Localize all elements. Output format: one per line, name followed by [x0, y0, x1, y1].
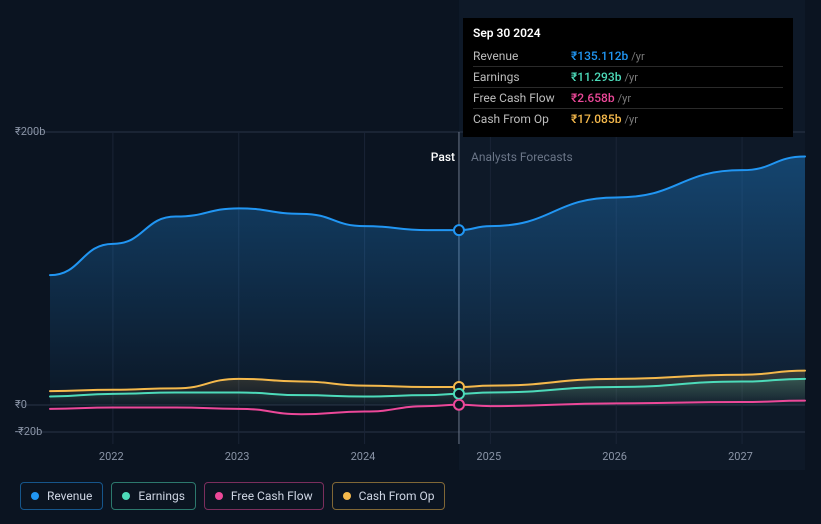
legend-label: Free Cash Flow	[231, 489, 313, 503]
x-axis-tick-label: 2025	[476, 450, 501, 463]
tooltip-unit: /yr	[624, 71, 637, 84]
tooltip-metric-label: Revenue	[473, 49, 571, 63]
tooltip-unit: /yr	[624, 113, 637, 126]
legend-item-revenue[interactable]: Revenue	[20, 482, 103, 510]
tooltip-unit: /yr	[618, 92, 631, 105]
y-axis-tick-label: ₹0	[15, 398, 27, 411]
tooltip-metric-value: ₹135.112b	[571, 49, 628, 63]
tooltip-metric-value: ₹2.658b	[571, 91, 615, 105]
x-axis-tick-label: 2027	[728, 450, 753, 463]
financials-chart: Past Analysts Forecasts Sep 30 2024 Reve…	[0, 0, 821, 524]
tooltip-metric-value: ₹17.085b	[571, 112, 621, 126]
tooltip-row: Revenue₹135.112b/yr	[473, 46, 783, 66]
legend-item-earnings[interactable]: Earnings	[111, 482, 196, 510]
legend-label: Cash From Op	[359, 489, 435, 503]
y-axis-tick-label: ₹200b	[15, 125, 45, 138]
y-axis-tick-label: -₹20b	[15, 425, 42, 438]
chart-legend: Revenue Earnings Free Cash Flow Cash From O…	[20, 482, 445, 510]
legend-label: Earnings	[138, 489, 185, 503]
legend-swatch-icon	[122, 492, 130, 500]
tooltip-metric-label: Earnings	[473, 70, 571, 84]
x-axis-tick-label: 2023	[225, 450, 250, 463]
legend-swatch-icon	[215, 492, 223, 500]
legend-swatch-icon	[31, 492, 39, 500]
tooltip-unit: /yr	[631, 50, 644, 63]
forecast-section-label: Analysts Forecasts	[471, 150, 573, 164]
chart-tooltip: Sep 30 2024 Revenue₹135.112b/yrEarnings₹…	[463, 18, 793, 137]
tooltip-row: Earnings₹11.293b/yr	[473, 66, 783, 87]
x-axis-tick-label: 2022	[99, 450, 124, 463]
tooltip-row: Cash From Op₹17.085b/yr	[473, 108, 783, 129]
legend-item-fcf[interactable]: Free Cash Flow	[204, 482, 324, 510]
tooltip-date: Sep 30 2024	[473, 26, 783, 40]
tooltip-metric-value: ₹11.293b	[571, 70, 621, 84]
legend-swatch-icon	[343, 492, 351, 500]
legend-label: Revenue	[47, 489, 92, 503]
x-axis-tick-label: 2026	[602, 450, 627, 463]
past-section-label: Past	[431, 150, 455, 164]
tooltip-row: Free Cash Flow₹2.658b/yr	[473, 87, 783, 108]
tooltip-metric-label: Free Cash Flow	[473, 91, 571, 105]
x-axis-tick-label: 2024	[351, 450, 376, 463]
tooltip-metric-label: Cash From Op	[473, 112, 571, 126]
legend-item-cash_from_op[interactable]: Cash From Op	[332, 482, 446, 510]
